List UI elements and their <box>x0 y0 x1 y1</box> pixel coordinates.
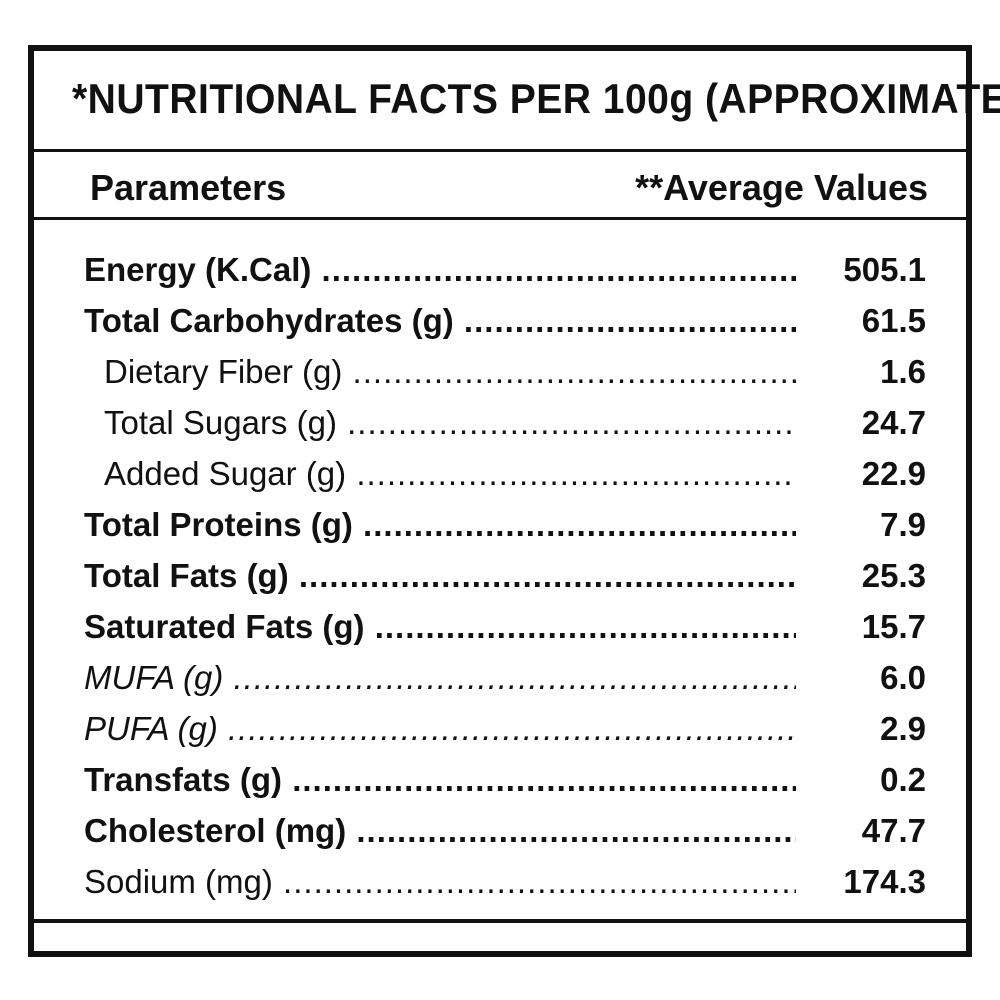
row-saturated-fats: Saturated Fats (g) 15.7 <box>34 604 966 655</box>
row-label: Total Fats (g) <box>84 557 796 595</box>
row-value: 2.9 <box>880 710 926 747</box>
title-divider <box>34 149 966 152</box>
row-label: PUFA (g) <box>84 710 796 748</box>
row-label: Dietary Fiber (g) <box>104 353 796 391</box>
row-label: Total Proteins (g) <box>84 506 796 544</box>
row-value: 47.7 <box>861 812 926 849</box>
row-sodium: Sodium (mg) 174.3 <box>34 859 966 910</box>
nutrient-list: Energy (K.Cal) 505.1 Total Carbohydrates… <box>34 247 966 910</box>
row-value: 7.9 <box>880 506 926 543</box>
table-title: *NUTRITIONAL FACTS PER 100g (APPROXIMATE… <box>72 75 1000 122</box>
row-value: 0.2 <box>880 761 926 798</box>
row-label: Saturated Fats (g) <box>84 608 796 646</box>
footer-divider <box>34 919 966 923</box>
row-transfats: Transfats (g) 0.2 <box>34 757 966 808</box>
row-total-fats: Total Fats (g) 25.3 <box>34 553 966 604</box>
row-label: Energy (K.Cal) <box>84 251 796 289</box>
row-value: 24.7 <box>861 404 926 441</box>
nutrition-facts-panel: *NUTRITIONAL FACTS PER 100g (APPROXIMATE… <box>28 45 1000 957</box>
row-energy: Energy (K.Cal) 505.1 <box>34 247 966 298</box>
row-label: MUFA (g) <box>84 659 796 697</box>
row-value: 61.5 <box>861 302 926 339</box>
row-label: Total Sugars (g) <box>104 404 796 442</box>
row-label: Added Sugar (g) <box>104 455 796 493</box>
header-divider <box>34 217 966 220</box>
row-mufa: MUFA (g) 6.0 <box>34 655 966 706</box>
row-value: 505.1 <box>843 251 926 288</box>
row-dietary-fiber: Dietary Fiber (g) 1.6 <box>34 349 966 400</box>
row-pufa: PUFA (g) 2.9 <box>34 706 966 757</box>
row-label: Total Carbohydrates (g) <box>84 302 796 340</box>
row-added-sugar: Added Sugar (g) 22.9 <box>34 451 966 502</box>
row-total-sugars: Total Sugars (g) 24.7 <box>34 400 966 451</box>
row-value: 174.3 <box>843 863 926 900</box>
row-label: Cholesterol (mg) <box>84 812 796 850</box>
row-value: 6.0 <box>880 659 926 696</box>
row-total-proteins: Total Proteins (g) 7.9 <box>34 502 966 553</box>
row-value: 25.3 <box>861 557 926 594</box>
row-cholesterol: Cholesterol (mg) 47.7 <box>34 808 966 859</box>
row-value: 22.9 <box>861 455 926 492</box>
header-parameters: Parameters <box>90 167 287 208</box>
header-average-values: **Average Values <box>635 167 928 208</box>
row-value: 1.6 <box>880 353 926 390</box>
row-label: Sodium (mg) <box>84 863 796 901</box>
row-total-carbohydrates: Total Carbohydrates (g) 61.5 <box>34 298 966 349</box>
row-label: Transfats (g) <box>84 761 796 799</box>
row-value: 15.7 <box>861 608 926 645</box>
